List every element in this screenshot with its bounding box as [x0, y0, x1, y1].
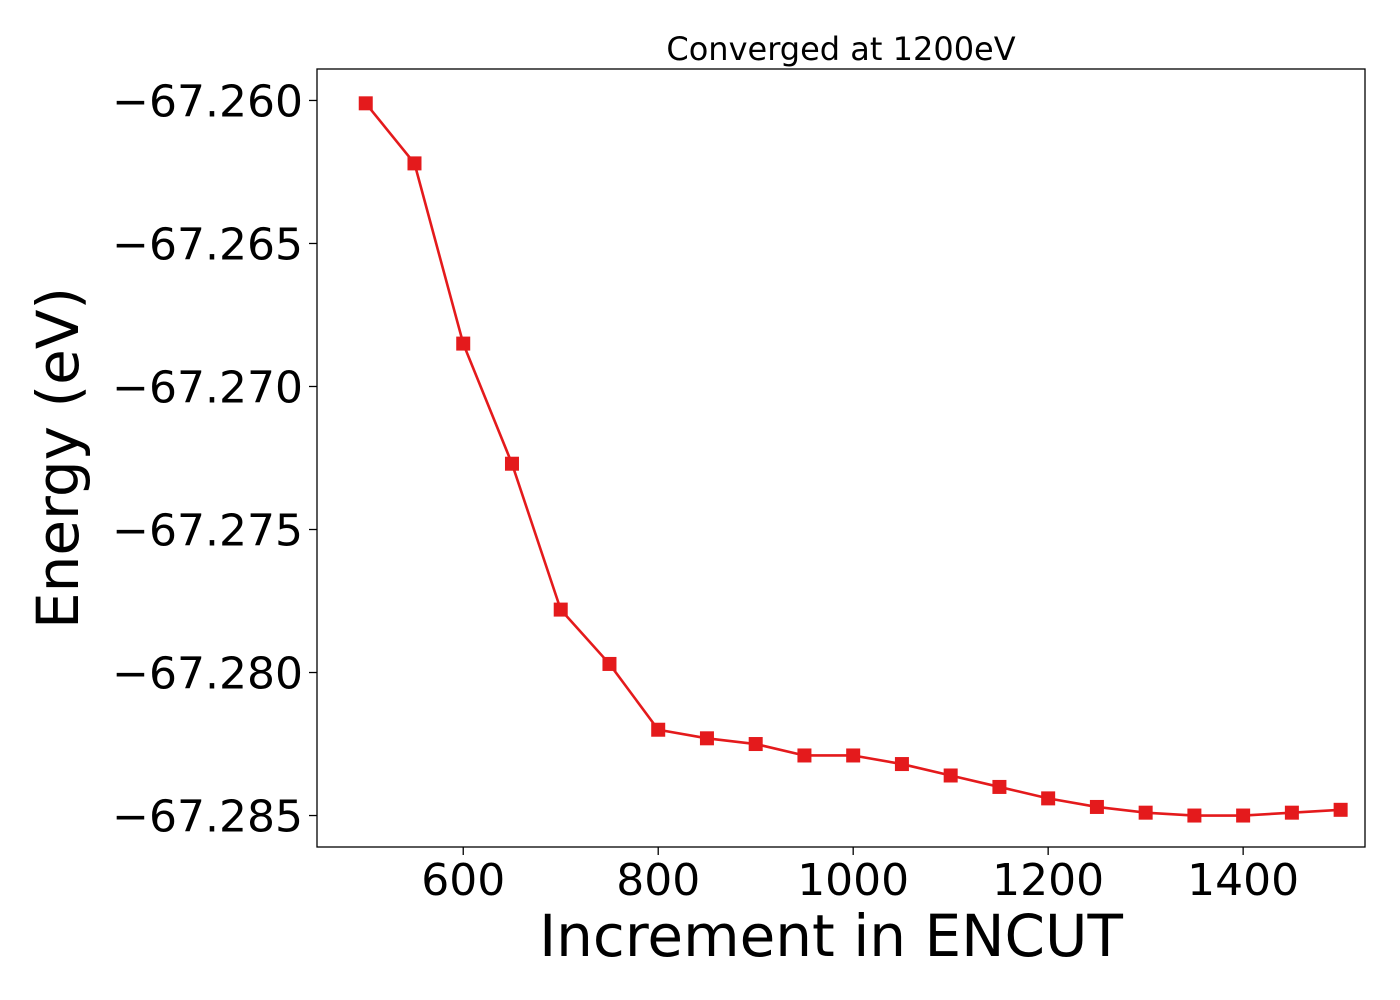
- y-axis: −67.260 −67.265 −67.270 −67.275 −67.280 −67.2…: [112, 76, 317, 843]
- data-point: [992, 779, 1007, 794]
- x-tick-label: 1000: [797, 855, 909, 906]
- y-axis-label: Energy (eV): [24, 287, 92, 629]
- y-tick-label: −67.265: [112, 219, 303, 270]
- data-point: [407, 156, 422, 171]
- data-point: [1284, 805, 1299, 820]
- x-tick-label: 1200: [992, 855, 1104, 906]
- data-point: [748, 737, 763, 752]
- x-axis-label: Increment in ENCUT: [539, 902, 1123, 970]
- plot-frame: [316, 68, 1366, 848]
- chart-title: Converged at 1200eV: [666, 30, 1015, 68]
- y-tick-label: −67.285: [112, 792, 303, 843]
- data-point: [1236, 808, 1251, 823]
- data-point: [651, 722, 666, 737]
- data-point: [943, 768, 958, 783]
- data-point: [553, 602, 568, 617]
- y-tick-label: −67.275: [112, 506, 303, 557]
- data-point: [797, 748, 812, 763]
- data-point: [456, 336, 471, 351]
- data-point: [1089, 799, 1104, 814]
- data-point: [894, 757, 909, 772]
- data-point: [699, 731, 714, 746]
- data-point: [1333, 802, 1348, 817]
- data-point: [504, 456, 519, 471]
- data-point: [602, 656, 617, 671]
- data-point: [846, 748, 861, 763]
- x-tick-label: 1400: [1187, 855, 1299, 906]
- x-tick-label: 800: [616, 855, 700, 906]
- data-point: [1187, 808, 1202, 823]
- series-layer: [358, 96, 1348, 823]
- data-point: [358, 96, 373, 111]
- x-axis: 600 800 1000 1200 1400: [421, 847, 1299, 906]
- y-tick-label: −67.260: [112, 76, 303, 127]
- data-point: [1138, 805, 1153, 820]
- y-tick-label: −67.270: [112, 362, 303, 413]
- x-tick-label: 600: [421, 855, 505, 906]
- data-point: [1041, 791, 1056, 806]
- y-tick-label: −67.280: [112, 649, 303, 700]
